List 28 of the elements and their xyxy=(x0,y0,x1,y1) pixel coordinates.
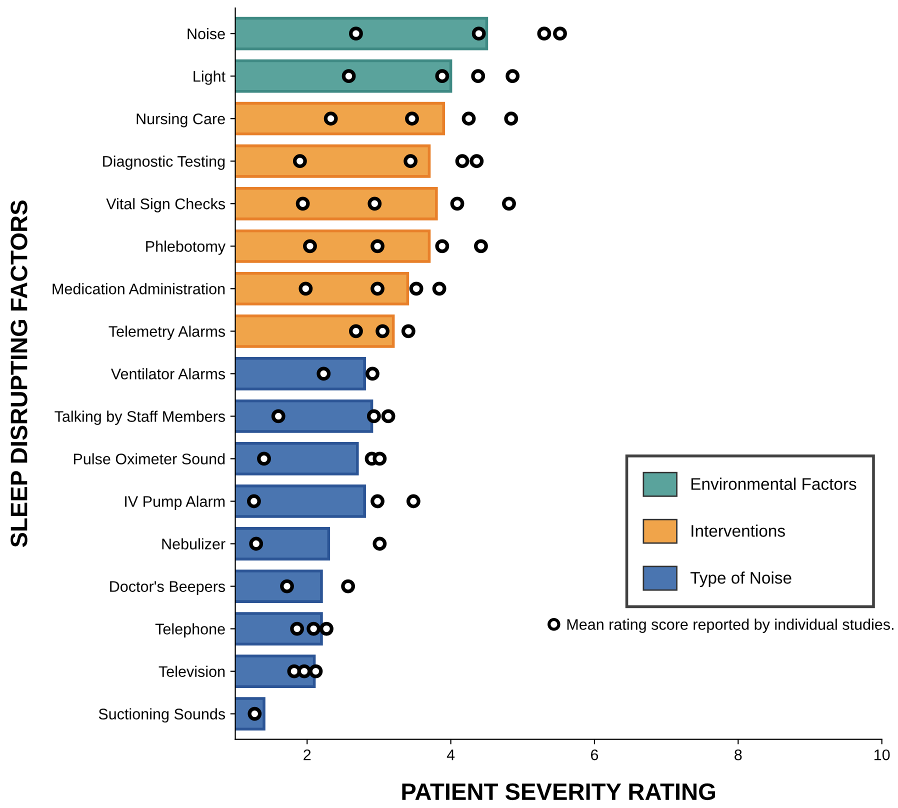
y-tick-label: Nursing Care xyxy=(136,113,225,128)
y-tick-label: Television xyxy=(158,666,225,677)
x-tick-label: 4 xyxy=(446,750,455,760)
legend-label: Type of Noise xyxy=(690,572,792,588)
y-tick-label: Diagnostic Testing xyxy=(103,156,225,170)
x-axis-title: PATIENT SEVERITY RATING xyxy=(402,783,715,800)
legend-label: Environmental Factors xyxy=(691,478,856,490)
y-tick-label: IV Pump Alarm xyxy=(125,496,225,510)
y-tick-label: Telephone xyxy=(155,623,225,638)
x-tick-label: 8 xyxy=(734,749,742,760)
y-tick-label: Nebulizer xyxy=(162,538,226,550)
y-tick-label: Light xyxy=(194,70,226,85)
y-tick-label: Phlebotomy xyxy=(146,240,226,255)
y-axis-title: SLEEP DISRUPTING FACTORS xyxy=(10,200,28,548)
y-tick-label: Talking by Staff Members xyxy=(54,410,226,425)
y-tick-label: Noise xyxy=(188,28,225,40)
y-tick-label: Vital Sign Checks xyxy=(106,198,226,212)
y-tick-label: Ventilator Alarms xyxy=(110,368,226,380)
x-tick-label: 6 xyxy=(591,749,598,760)
y-tick-label: Suctioning Sounds xyxy=(98,708,226,723)
y-tick-label: Medication Administration xyxy=(52,283,225,294)
y-tick-label: Telemetry Alarms xyxy=(108,326,226,340)
y-tick-label: Doctor's Beepers xyxy=(110,581,226,595)
y-tick-label: Pulse Oximeter Sound xyxy=(74,453,225,464)
legend-label: Mean rating score reported by individual studies. xyxy=(567,618,894,633)
x-tick-label: 2 xyxy=(304,749,311,760)
legend-label: Interventions xyxy=(692,524,785,537)
x-tick-label: 10 xyxy=(874,749,890,760)
